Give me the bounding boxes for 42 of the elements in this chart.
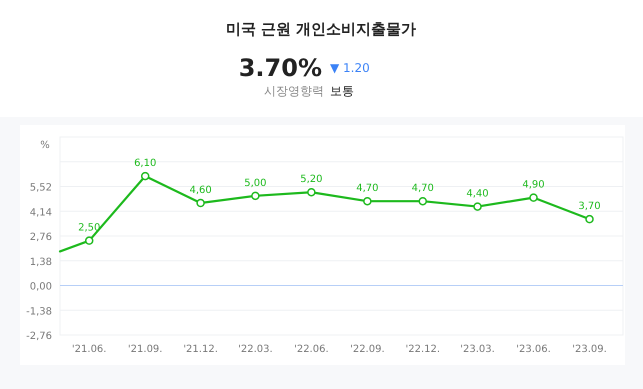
point [529, 193, 538, 202]
x-tick-label: '22.06. [294, 344, 329, 355]
point [363, 196, 372, 206]
point [418, 196, 428, 206]
data-label: 6,10 [134, 158, 156, 170]
point [140, 172, 150, 180]
x-tick-label: '21.09. [128, 344, 162, 355]
text: 3.70% [238, 54, 322, 82]
text: ▼ 1.20 [330, 61, 370, 75]
point [251, 192, 260, 200]
x-tick-label: '21.12. [183, 344, 218, 355]
point [196, 198, 205, 208]
y-tick-label: 4,14 [30, 207, 52, 218]
x-tick-label: '23.09. [572, 344, 607, 355]
data-label: 4,40 [466, 188, 489, 200]
text: 보통 [330, 84, 354, 98]
point [307, 188, 316, 196]
data-label: 4,70 [356, 183, 378, 194]
y-tick-label: -2,76 [26, 331, 52, 342]
y-tick-label: 5,52 [30, 182, 52, 194]
x-tick-label: '22.12. [405, 344, 440, 355]
data-label: 3,70 [578, 201, 601, 212]
data-label: 5,00 [244, 178, 267, 189]
data-label: 5,20 [300, 174, 323, 186]
chart-title: 미국 근원 개인소비지출물가 [226, 20, 416, 38]
point [585, 214, 594, 224]
x-tick-label: '22.03. [238, 344, 273, 355]
y-tick-label: 0,00 [30, 282, 52, 292]
x-tick-label: '23.06. [516, 344, 551, 355]
x-tick-label: '23.03. [460, 344, 495, 355]
data-label: 4,90 [522, 180, 545, 191]
y-tick-label: 2,76 [30, 232, 52, 243]
data-label: 4,60 [189, 185, 212, 196]
y-axis-title: % [40, 140, 50, 151]
point [473, 202, 482, 211]
x-tick-label: '21.06. [72, 344, 106, 355]
data-label: 4,70 [412, 183, 434, 194]
text: 시장영향력 [264, 84, 324, 98]
y-tick-label: 1,38 [30, 256, 52, 268]
x-tick-label: '22.09. [350, 344, 385, 355]
point [84, 236, 94, 245]
y-tick-label: -1,38 [26, 306, 52, 318]
